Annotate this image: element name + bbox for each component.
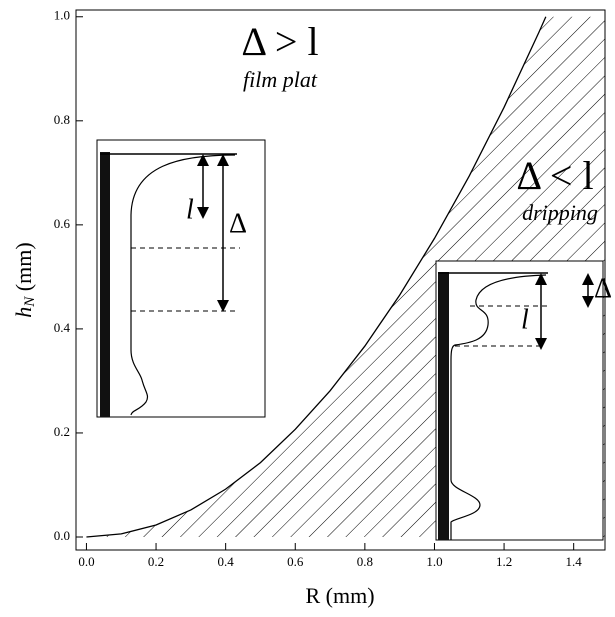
y-tick-label: 0.8 — [54, 112, 70, 127]
x-tick-label: 0.2 — [148, 554, 164, 569]
y-tick-label: 0.0 — [54, 528, 70, 543]
inset-label: Δ — [229, 208, 247, 239]
x-tick-label: 1.4 — [566, 554, 583, 569]
y-tick-label: 0.2 — [54, 424, 70, 439]
inset-dripping: Δ l — [435, 260, 612, 541]
boundary-curve — [86, 16, 547, 538]
annotation: film plat — [243, 67, 318, 92]
plot-frame — [75, 9, 606, 551]
x-tick-label: 1.0 — [426, 554, 442, 569]
y-label-unit: (mm) — [11, 242, 36, 296]
y-tick-label: 0.4 — [54, 320, 71, 335]
y-axis-label: hN (mm) — [11, 242, 38, 317]
inset-label: Δ — [594, 273, 612, 304]
inset-label: l — [521, 304, 529, 335]
x-tick-label: 0.8 — [357, 554, 373, 569]
y-label-main: h — [11, 307, 36, 318]
annotation: Δ < l — [516, 153, 593, 198]
inset-label: l — [186, 194, 194, 225]
x-tick-label: 1.2 — [496, 554, 512, 569]
annotation: dripping — [522, 200, 598, 225]
x-tick-label: 0.4 — [218, 554, 235, 569]
annotation: Δ > l — [241, 19, 318, 64]
x-tick-label: 0.6 — [287, 554, 304, 569]
y-tick-label: 0.6 — [54, 216, 71, 231]
x-tick-label: 0.0 — [78, 554, 94, 569]
y-label-sub: N — [22, 296, 38, 308]
x-axis-label: R (mm) — [305, 583, 374, 608]
y-tick-label: 1.0 — [54, 8, 70, 23]
inset-film: l Δ — [96, 139, 266, 418]
